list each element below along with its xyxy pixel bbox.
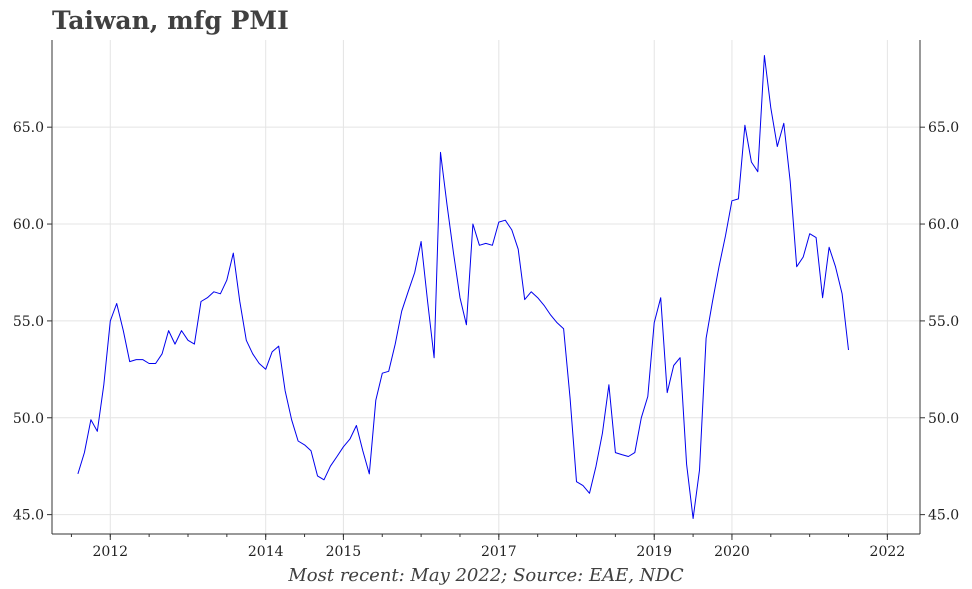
- y-tick-label-right: 50.0: [928, 411, 959, 427]
- grid-lines: [52, 40, 920, 534]
- x-tick-label: 2014: [248, 544, 284, 560]
- x-tick-label: 2017: [481, 544, 517, 560]
- y-tick-label-right: 45.0: [928, 508, 959, 524]
- y-tick-label-left: 50.0: [13, 411, 44, 427]
- series-line-pmi: [77, 55, 849, 519]
- y-tick-label-left: 65.0: [13, 120, 44, 136]
- x-tick-label: 2015: [326, 544, 362, 560]
- chart-caption: Most recent: May 2022; Source: EAE, NDC: [288, 565, 684, 586]
- x-tick-label: 2020: [714, 544, 750, 560]
- y-tick-label-right: 65.0: [928, 120, 959, 136]
- chart-title: Taiwan, mfg PMI: [52, 6, 289, 35]
- y-tick-label-left: 60.0: [13, 217, 44, 233]
- y-tick-label-left: 45.0: [13, 508, 44, 524]
- series-layer: [77, 55, 849, 519]
- y-tick-label-right: 55.0: [928, 314, 959, 330]
- x-tick-label: 2012: [92, 544, 128, 560]
- axes: [51, 40, 921, 535]
- tick-marks: [47, 126, 925, 540]
- tick-labels: 45.0 45.0 50.0 50.0 55.0 55.0 60.0 60.0 65.0 65.0…: [13, 120, 959, 560]
- x-tick-label: 2022: [870, 544, 906, 560]
- x-tick-label: 2019: [636, 544, 672, 560]
- y-tick-label-right: 60.0: [928, 217, 959, 233]
- y-tick-label-left: 55.0: [13, 314, 44, 330]
